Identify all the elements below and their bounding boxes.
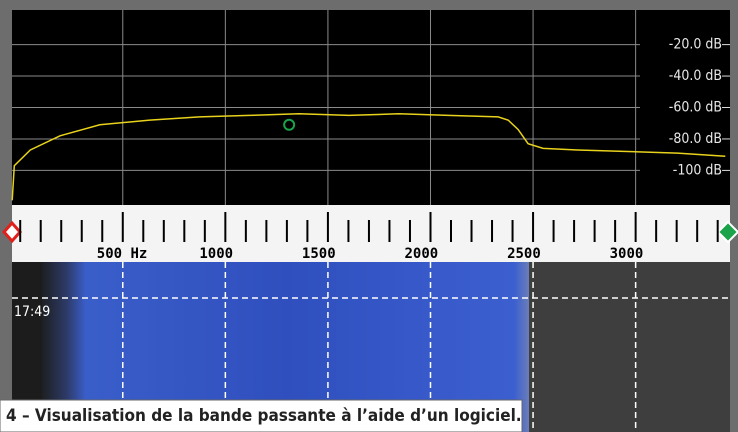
right-marker[interactable] [716, 220, 738, 244]
x-tick-label: 1000 [199, 246, 233, 262]
x-tick-label: 2500 [507, 246, 541, 262]
y-tick-label: -20.0 dB [669, 37, 722, 53]
x-tick-label: 500 Hz [97, 246, 148, 262]
cursor-marker [283, 118, 296, 131]
y-tick-label: -100 dB [673, 162, 722, 178]
spectrum-trace [11, 113, 726, 201]
y-tick-label: -40.0 dB [669, 68, 722, 84]
x-tick-label: 3000 [610, 246, 644, 262]
x-tick-label: 2000 [404, 246, 438, 262]
x-tick-label: 1500 [302, 246, 336, 262]
timestamp: 17:49 [14, 304, 50, 320]
ruler [12, 205, 730, 262]
caption: 4 – Visualisation de la bande passante à… [6, 406, 522, 426]
y-tick-label: -80.0 dB [669, 131, 722, 147]
y-tick-label: -60.0 dB [669, 100, 722, 116]
caption-box [0, 399, 523, 432]
